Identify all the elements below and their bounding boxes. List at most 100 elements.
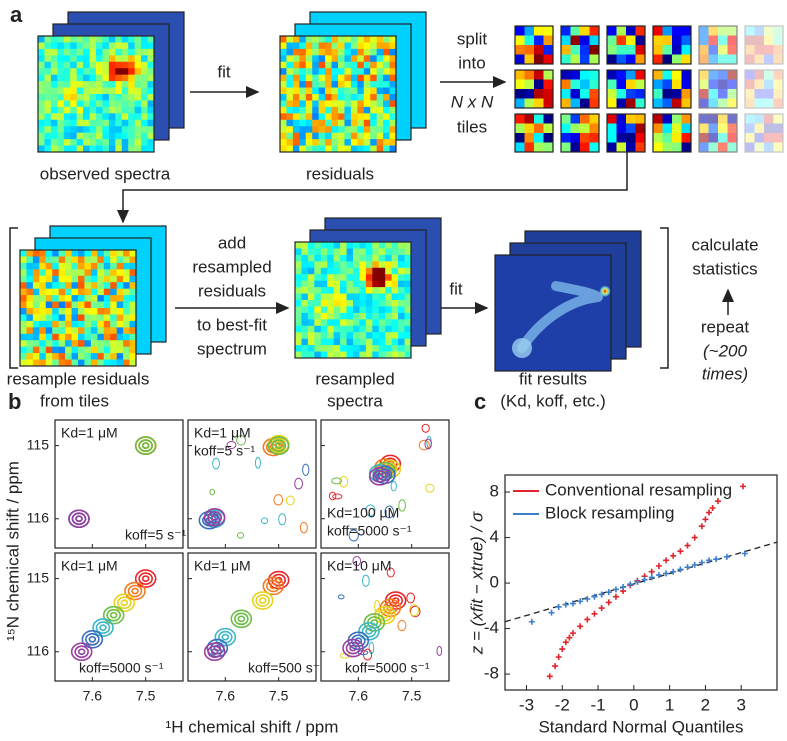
heatmap-cell xyxy=(110,314,117,322)
heatmap-cell xyxy=(314,306,322,314)
heatmap-cell xyxy=(50,55,58,63)
heatmap-cell xyxy=(385,351,392,359)
heatmap-cell xyxy=(325,55,332,63)
caption: spectra xyxy=(327,391,383,410)
heatmap-cell xyxy=(350,119,358,127)
heatmap-cell xyxy=(110,275,117,283)
heatmap-cell xyxy=(97,275,105,283)
y-tick-label: 115 xyxy=(27,569,50,585)
heatmap-cell xyxy=(764,142,774,153)
heatmap xyxy=(744,25,784,65)
contour xyxy=(74,645,89,659)
heatmap-cell xyxy=(359,254,367,262)
heatmap-cell xyxy=(320,325,328,333)
heatmap-cell xyxy=(116,256,124,264)
heatmap-cell xyxy=(115,55,123,63)
heatmap-cell xyxy=(307,261,315,269)
heatmap-cell xyxy=(121,106,129,114)
heatmap-cell xyxy=(45,346,53,354)
heatmap-cell xyxy=(44,81,52,88)
heatmap-cell xyxy=(515,54,525,65)
point xyxy=(528,618,535,625)
point xyxy=(691,561,698,568)
heatmap-cell xyxy=(745,70,755,80)
noise-contour xyxy=(406,592,416,604)
heatmap-cell xyxy=(314,242,322,249)
heatmap-cell xyxy=(653,133,663,143)
heatmap-cell xyxy=(398,261,405,269)
heatmap-cell xyxy=(383,119,390,127)
noise-contour xyxy=(236,532,245,539)
heatmap-cell xyxy=(295,319,302,327)
heatmap-cell xyxy=(699,89,709,99)
heatmap-cell xyxy=(102,87,110,95)
heatmap-cell xyxy=(299,61,307,69)
heatmap-cell xyxy=(376,81,384,88)
heatmap-cell xyxy=(327,267,334,275)
heatmap-cell xyxy=(333,248,341,256)
heatmap-cell xyxy=(534,142,544,153)
heatmap-cell xyxy=(83,132,90,140)
heatmap-cell xyxy=(141,132,148,140)
heatmap-cell xyxy=(635,123,646,134)
heatmap-cell xyxy=(90,295,98,302)
heatmap-cell xyxy=(121,48,129,56)
heatmap-cell xyxy=(103,295,111,302)
heatmap-cell xyxy=(129,308,137,315)
heatmap-cell xyxy=(404,306,412,314)
heatmap-cell xyxy=(365,300,373,307)
heatmap-cell xyxy=(353,261,360,269)
noise-contour xyxy=(209,488,215,496)
heatmap-cell xyxy=(57,113,65,121)
heatmap-cell xyxy=(318,145,326,153)
heatmap-cell xyxy=(108,94,116,101)
heatmap-cell xyxy=(365,287,373,294)
point xyxy=(723,553,730,560)
heatmap-cell xyxy=(314,325,322,333)
heatmap-cell xyxy=(515,123,525,134)
heatmap-cell xyxy=(376,100,384,108)
heatmap xyxy=(514,69,554,109)
heatmap-cell xyxy=(344,48,352,56)
heatmap-cell xyxy=(90,346,98,354)
heatmap-cell xyxy=(376,132,384,140)
heatmap-cell xyxy=(662,45,673,55)
heatmap-cell xyxy=(376,48,384,56)
heatmap-cell xyxy=(128,94,135,101)
heatmap-cell xyxy=(45,288,53,296)
noise-contour xyxy=(212,457,220,470)
heatmap-cell xyxy=(134,113,142,121)
heatmap-cell xyxy=(515,114,525,124)
heatmap-cell xyxy=(45,327,53,335)
contour xyxy=(203,507,226,527)
heatmap-cell xyxy=(299,42,307,50)
heatmap-cell xyxy=(307,325,315,333)
heatmap-cell xyxy=(340,261,347,269)
heatmap-cell xyxy=(71,346,79,354)
contour xyxy=(134,436,157,455)
heatmap-cell xyxy=(370,61,377,69)
noise-contour xyxy=(236,435,246,446)
peak xyxy=(262,576,285,596)
heatmap-cell xyxy=(299,106,307,114)
heatmap-cell xyxy=(372,254,380,262)
heatmap-cell xyxy=(370,55,377,63)
heatmap-cell xyxy=(115,100,123,108)
heatmap-cell xyxy=(134,42,142,50)
heatmap-cell xyxy=(333,338,341,346)
heatmap-cell xyxy=(147,126,155,133)
heatmap-cell xyxy=(570,133,581,143)
caption: (Kd, koff, etc.) xyxy=(500,391,606,410)
heatmap-cell xyxy=(754,89,765,99)
heatmap-cell xyxy=(754,142,765,153)
heatmap-cell xyxy=(65,320,72,328)
heatmap-cell xyxy=(745,79,755,90)
heatmap-cell xyxy=(134,74,142,82)
heatmap-cell xyxy=(331,113,339,121)
heatmap-cell xyxy=(344,106,352,114)
bracket xyxy=(9,227,18,369)
point xyxy=(698,559,705,566)
heatmap-cell xyxy=(325,68,332,75)
heatmap-cell xyxy=(121,68,129,75)
heatmap-cell xyxy=(38,145,45,153)
